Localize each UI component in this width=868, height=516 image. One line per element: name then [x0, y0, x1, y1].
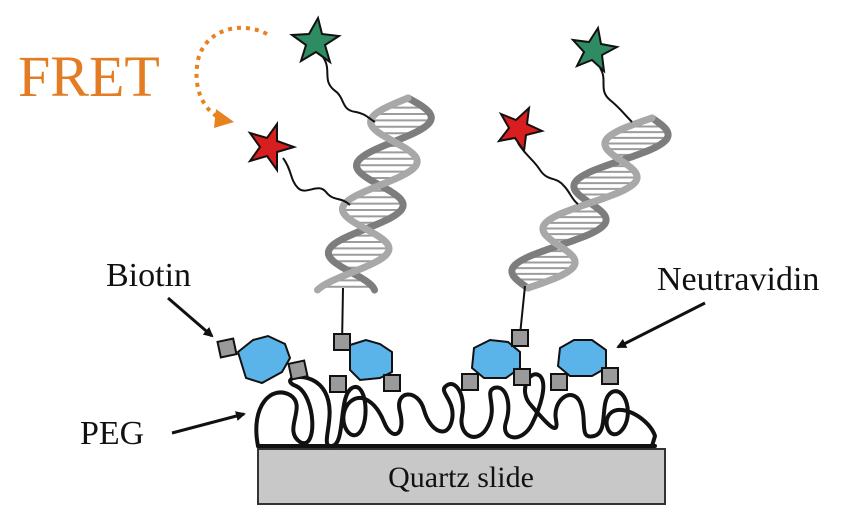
biotin-icon [287, 359, 309, 381]
neutravidin-icon [349, 338, 393, 382]
biotin-icon [333, 333, 351, 351]
peg-pointer [171, 411, 246, 435]
label-arrows [167, 296, 706, 435]
biotin-icon [513, 368, 531, 386]
biotin-icon [550, 373, 568, 391]
neutravidin-label: Neutravidin [657, 261, 819, 298]
biotin-label: Biotin [106, 257, 191, 294]
biotin-pointer [167, 296, 214, 338]
quartz-slide-label: Quartz slide [388, 461, 534, 494]
donor-star-icon [570, 25, 620, 74]
neutravidin-proteins [236, 334, 607, 385]
acceptor-star-icon [496, 105, 545, 154]
fret-transfer-arrow [194, 25, 268, 128]
fluorophore-tethers [282, 56, 633, 206]
dna-helix-left [314, 94, 435, 294]
dna-linkers [341, 285, 526, 346]
biotin-icon [383, 374, 401, 392]
biotin-icon [601, 367, 619, 385]
donor-star-icon [289, 15, 342, 65]
biotin-icon [511, 329, 529, 347]
peg-coil [254, 372, 657, 448]
neutravidin-icon [236, 334, 292, 385]
neutravidin-pointer [616, 301, 706, 349]
biotin-molecules [216, 329, 619, 393]
dna-backbone [314, 94, 421, 294]
biotin-icon [329, 375, 347, 393]
acceptor-star-icon [247, 120, 298, 174]
peg-label: PEG [80, 415, 144, 452]
biotin-icon [216, 337, 238, 359]
neutravidin-icon [556, 339, 607, 377]
dna-helix-right [508, 114, 672, 292]
fret-label: FRET [18, 44, 160, 109]
dna-backbone [524, 114, 656, 292]
biotin-icon [461, 373, 479, 391]
quartz-slide: Quartz slide [257, 448, 666, 505]
dna-backbone [324, 94, 435, 294]
